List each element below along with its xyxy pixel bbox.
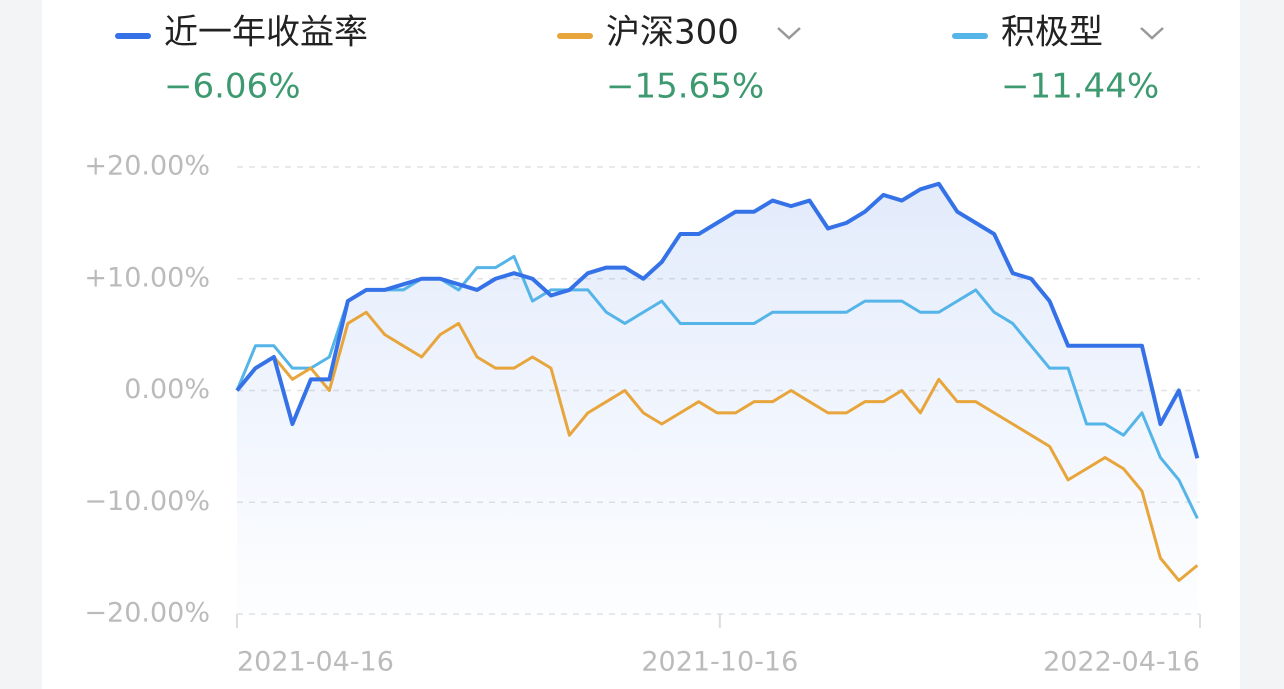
- y-tick-label: +10.00%: [84, 262, 210, 293]
- y-tick-label: −10.00%: [84, 486, 210, 517]
- legend-label: 近一年收益率: [164, 13, 368, 53]
- x-tick-label: 2021-10-16: [641, 647, 798, 678]
- series-line: [235, 310, 1199, 582]
- legend-label: 积极型: [1001, 13, 1103, 53]
- dropdown-chevron: [777, 27, 801, 40]
- dropdown-chevron: [1140, 27, 1164, 40]
- legend-return: −11.44%: [1001, 67, 1159, 107]
- legend-label: 沪深300: [606, 13, 739, 53]
- y-tick-label: −20.00%: [84, 598, 210, 629]
- x-tick-label: 2021-04-16: [237, 647, 394, 678]
- y-tick-label: 0.00%: [124, 374, 210, 405]
- series-line: [235, 181, 1200, 459]
- x-tick-label: 2022-04-16: [1043, 647, 1200, 678]
- y-tick-label: +20.00%: [84, 151, 210, 182]
- legend-return: −15.65%: [606, 67, 764, 107]
- series-line: [235, 254, 1199, 519]
- legend-return: −6.06%: [164, 67, 301, 107]
